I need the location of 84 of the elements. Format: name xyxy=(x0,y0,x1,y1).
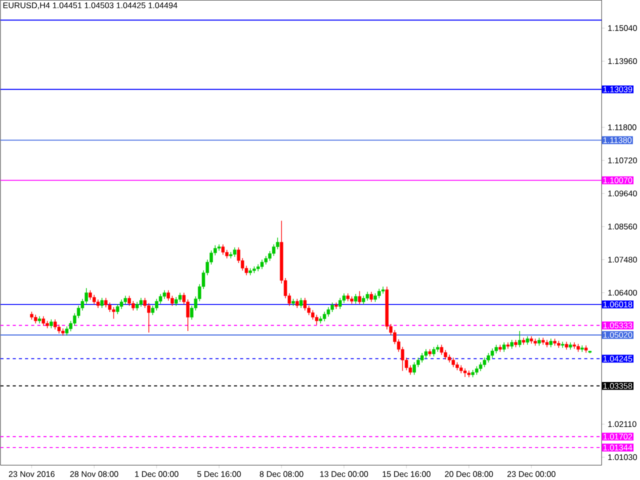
chart-title: EURUSD,H4 1.04451 1.04503 1.04425 1.04494 xyxy=(3,2,178,10)
candlestick xyxy=(178,292,182,302)
x-tick-label: 5 Dec 16:00 xyxy=(197,471,241,478)
candlestick xyxy=(151,305,154,316)
candlestick xyxy=(88,290,92,300)
candlestick xyxy=(311,310,314,320)
y-tick-label: 1.07480 xyxy=(608,256,637,263)
ref-line-label: 1.01344 xyxy=(604,444,632,451)
x-tick-label: 23 Dec 00:00 xyxy=(507,471,556,478)
candlestick xyxy=(100,298,104,309)
candlestick xyxy=(490,348,494,358)
candlestick xyxy=(412,362,416,376)
candlestick xyxy=(128,296,131,306)
x-tick-label: 20 Dec 08:00 xyxy=(444,471,493,478)
candlestick xyxy=(560,342,564,348)
candlestick xyxy=(315,314,318,326)
x-tick-label: 1 Dec 00:00 xyxy=(135,471,178,478)
candlestick xyxy=(221,244,225,256)
candlestick xyxy=(65,326,68,336)
ref-line-label: 1.05333 xyxy=(604,322,632,328)
ref-line-label: 1.11380 xyxy=(604,137,632,144)
ref-line-label: 1.05020 xyxy=(604,332,632,338)
candlestick xyxy=(42,316,46,326)
candlestick xyxy=(486,352,490,364)
candlestick xyxy=(322,311,326,322)
y-tick-label: 1.09640 xyxy=(608,190,637,197)
candlestick xyxy=(272,244,276,256)
candlestick xyxy=(370,292,373,302)
candlestick xyxy=(506,342,510,350)
candlestick xyxy=(381,286,385,294)
candlestick xyxy=(268,250,272,262)
y-tick-label: 1.08560 xyxy=(608,224,637,230)
y-tick-label: 1.13960 xyxy=(608,58,637,64)
candlestick xyxy=(354,294,358,304)
candlestick xyxy=(432,346,436,357)
candlestick xyxy=(233,247,236,258)
y-tick-label: 1.02110 xyxy=(608,421,636,428)
x-tick-label: 13 Dec 00:00 xyxy=(320,471,368,478)
candlestick xyxy=(518,330,522,348)
candlestick xyxy=(338,298,342,310)
ref-line-label: 1.04245 xyxy=(604,356,632,362)
candlestick xyxy=(112,306,116,320)
y-tick-label: 1.01030 xyxy=(608,454,637,460)
candlestick xyxy=(303,298,307,311)
candlestick xyxy=(440,344,444,356)
x-tick-label: 8 Dec 08:00 xyxy=(260,471,304,478)
candlestick xyxy=(143,298,147,309)
y-tick-label: 1.11800 xyxy=(608,124,636,130)
candlestick xyxy=(502,342,506,352)
candlestick xyxy=(260,259,264,270)
candlestick xyxy=(116,304,120,315)
y-tick-label: 1.10720 xyxy=(608,158,637,164)
candlestick xyxy=(377,288,381,299)
candlestick xyxy=(132,300,135,311)
x-tick-label: 28 Nov 08:00 xyxy=(70,471,118,478)
candlestick xyxy=(92,294,96,305)
y-tick-label: 1.15040 xyxy=(608,25,637,32)
candlestick xyxy=(452,357,455,368)
x-tick-label: 15 Dec 16:00 xyxy=(382,471,430,478)
candlestick xyxy=(420,352,424,364)
candlestick xyxy=(467,370,471,378)
candlestick xyxy=(296,298,299,309)
candlestick xyxy=(358,290,362,305)
candlestick xyxy=(482,357,486,368)
candlestick xyxy=(330,302,334,313)
candlestick xyxy=(170,296,174,306)
x-tick-label: 23 Nov 2016 xyxy=(8,471,55,478)
ref-line-label: 1.03358 xyxy=(604,383,632,389)
candlestick xyxy=(276,237,280,250)
candlestick xyxy=(53,319,57,330)
candlestick xyxy=(541,338,545,346)
candlestick xyxy=(166,290,170,302)
candlestick xyxy=(104,298,108,308)
candlestick xyxy=(108,302,112,313)
candlestick xyxy=(522,338,526,346)
ref-line-label: 1.06018 xyxy=(604,302,632,308)
candlestick xyxy=(326,306,330,318)
candlestick xyxy=(38,316,42,324)
y-tick-label: 1.06400 xyxy=(608,290,637,296)
ref-line-label: 1.10070 xyxy=(604,178,632,184)
ref-line-label: 1.01702 xyxy=(604,434,632,440)
candlestick xyxy=(217,244,221,252)
ref-line-label: 1.13039 xyxy=(604,86,632,92)
candlestick xyxy=(299,298,303,309)
